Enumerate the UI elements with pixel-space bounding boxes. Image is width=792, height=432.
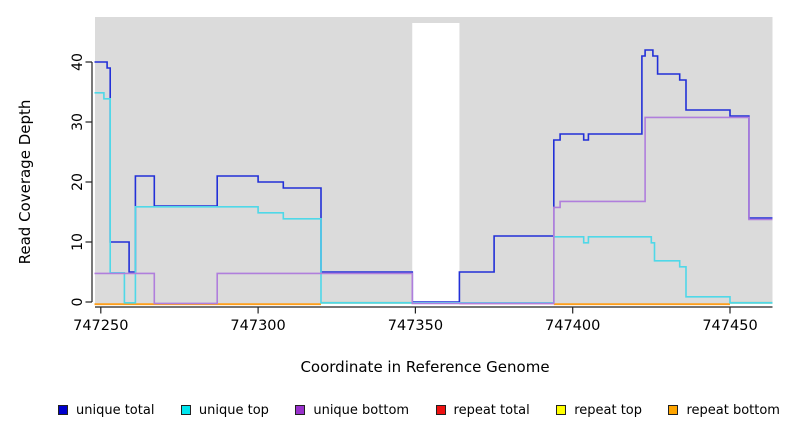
legend-item-repeat-top: repeat top bbox=[556, 403, 642, 418]
legend-swatch-icon bbox=[435, 405, 446, 415]
legend-label: repeat top bbox=[574, 402, 642, 418]
y-axis-title: Read Coverage Depth bbox=[16, 100, 34, 265]
coverage-plot: 0 10 20 30 40 Read Coverage Depth 747250 747300… bbox=[16, 17, 773, 334]
legend-swatch-icon bbox=[556, 405, 567, 415]
y-tick-label: 0 bbox=[70, 298, 86, 307]
legend-swatch-icon bbox=[58, 405, 68, 415]
masked-gap-region bbox=[412, 23, 460, 304]
series-unique-bottom-line bbox=[94, 116, 773, 305]
legend-label: unique bottom bbox=[313, 402, 410, 418]
legend-item-repeat-bottom: repeat bottom bbox=[668, 403, 780, 418]
y-tick-label: 10 bbox=[70, 233, 86, 251]
legend-label: unique top bbox=[198, 402, 269, 418]
y-tick-label: 30 bbox=[70, 113, 86, 131]
legend-label: unique total bbox=[76, 402, 155, 418]
x-tick-label: 747450 bbox=[702, 318, 757, 334]
series-unique-total-line bbox=[94, 49, 773, 303]
legend-swatch-icon bbox=[668, 405, 679, 415]
legend-swatch-icon bbox=[295, 405, 306, 415]
legend-item-unique-top: unique top bbox=[180, 402, 269, 418]
x-tick-label: 747350 bbox=[388, 318, 443, 334]
legend-item-unique-bottom: unique bottom bbox=[295, 403, 409, 418]
x-tick-label: 747400 bbox=[545, 318, 600, 334]
x-axis-title: Coordinate in Reference Genome bbox=[300, 358, 550, 376]
legend-item-unique-total: unique total bbox=[58, 403, 154, 418]
legend: unique total unique top unique bottom repea… bbox=[58, 401, 780, 419]
legend-swatch-icon bbox=[180, 405, 191, 415]
x-tick-label: 747250 bbox=[73, 318, 128, 334]
x-tick-label: 747300 bbox=[230, 318, 285, 334]
legend-label: repeat bottom bbox=[686, 402, 780, 418]
legend-item-repeat-total: repeat total bbox=[435, 402, 530, 418]
legend-label: repeat total bbox=[453, 402, 530, 418]
y-tick-label: 40 bbox=[70, 53, 86, 71]
y-tick-label: 20 bbox=[70, 173, 86, 191]
